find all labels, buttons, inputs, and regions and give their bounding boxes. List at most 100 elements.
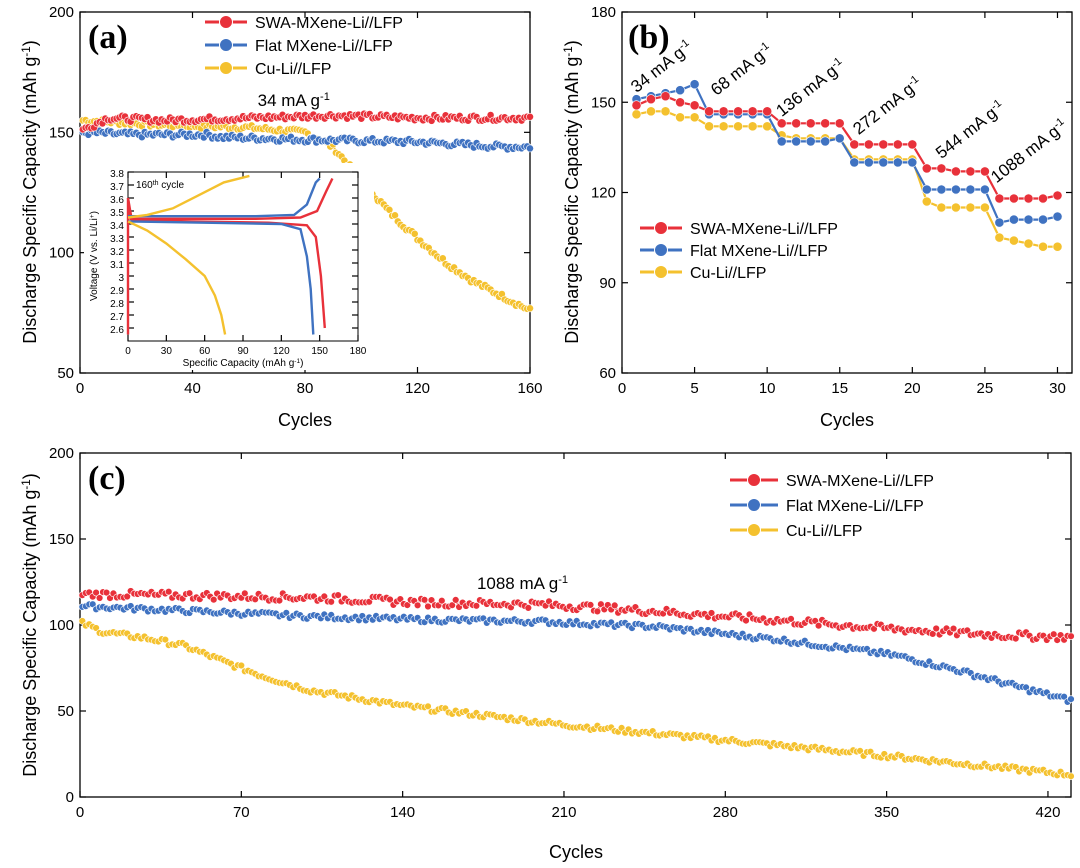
b-series-0-point xyxy=(965,166,976,177)
y-tick-label: 0 xyxy=(66,789,74,806)
a-series-1-point xyxy=(526,144,534,153)
legend-swatch-marker xyxy=(747,523,761,537)
x-tick-label: 0 xyxy=(618,380,626,397)
b-series-0-point xyxy=(1009,193,1019,204)
b-series-2-point xyxy=(646,106,656,117)
b-series-0-point xyxy=(1052,190,1063,201)
x-tick-label: 70 xyxy=(233,804,250,821)
panel-label: (a) xyxy=(88,19,128,56)
c-series-0-point xyxy=(472,602,481,610)
c-series-0-point xyxy=(403,601,411,609)
b-series-1-point xyxy=(820,136,831,147)
x-tick-label: 0 xyxy=(76,804,84,821)
c-series-2-point xyxy=(237,661,246,670)
x-tick-label: 20 xyxy=(904,380,921,397)
b-series-0-point xyxy=(704,106,714,117)
x-tick-label: 140 xyxy=(390,804,415,821)
b-series-2-point xyxy=(631,109,642,120)
b-series-1-point xyxy=(1052,211,1063,222)
y-tick-label: 3.8 xyxy=(110,169,124,180)
x-tick-label: 150 xyxy=(311,346,328,357)
c-series-0-point xyxy=(251,595,259,603)
rate-annotation: 1088 mA g-1 xyxy=(477,574,568,593)
b-series-0-point xyxy=(689,100,700,111)
c-series-0-point xyxy=(593,607,602,616)
b-series-1-point xyxy=(936,184,947,195)
b-series-2-point xyxy=(936,202,947,213)
x-tick-label: 0 xyxy=(76,380,84,397)
rate-annotation: 1088 mA g-1 xyxy=(987,116,1070,187)
c-series-0-point xyxy=(165,587,173,596)
legend-swatch-marker xyxy=(219,61,233,75)
legend-swatch-marker xyxy=(219,15,233,29)
x-tick-label: 60 xyxy=(199,346,211,357)
c-series-0-point xyxy=(586,601,595,609)
y-axis-title: Discharge Specific Capacity (mAh g-1) xyxy=(20,473,41,777)
b-series-0-point xyxy=(936,163,947,174)
b-series-2-point xyxy=(951,202,961,213)
legend-swatch-marker xyxy=(654,221,668,235)
inset-curve xyxy=(127,220,315,335)
b-series-0-point xyxy=(747,106,758,117)
c-series-0-point xyxy=(275,596,284,605)
y-tick-label: 180 xyxy=(591,4,616,21)
x-axis-title: Cycles xyxy=(278,410,332,430)
b-series-2-point xyxy=(704,121,714,132)
b-series-0-point xyxy=(951,166,961,177)
c-series-0-point xyxy=(438,596,446,605)
b-series-0-point xyxy=(907,139,918,150)
b-series-1-point xyxy=(878,157,889,168)
x-tick-label: 210 xyxy=(551,804,576,821)
inset-plot: 0 30 60 90 120 150 180 2.6 2.7 2.8 2.9 3 3.1 3.2 3.3 3.… xyxy=(84,163,374,370)
b-series-2-point xyxy=(1052,241,1063,252)
c-series-0-point xyxy=(787,615,795,623)
b-series-1-point xyxy=(980,184,990,195)
b-series-1-point xyxy=(791,136,802,147)
y-tick-label: 3.6 xyxy=(110,195,124,206)
c-series-0-point xyxy=(524,604,532,612)
panel-label: (c) xyxy=(88,460,126,497)
c-series-0-point xyxy=(1067,632,1075,640)
b-series-0-point xyxy=(878,139,889,150)
y-tick-label: 200 xyxy=(49,4,74,21)
b-series-0-point xyxy=(863,139,874,150)
x-tick-label: 420 xyxy=(1035,804,1060,821)
b-series-1-point xyxy=(951,184,961,195)
c-series-0-point xyxy=(420,596,429,604)
rate-annotation: 136 mA g-1 xyxy=(772,55,848,120)
b-series-2-point xyxy=(1023,238,1034,249)
legend-entry: Cu-Li//LFP xyxy=(255,61,331,78)
b-series-1-point xyxy=(965,184,976,195)
c-series-2-point xyxy=(1067,772,1075,780)
x-tick-label: 90 xyxy=(237,346,249,357)
b-series-1-point xyxy=(1009,214,1019,225)
y-tick-label: 3.4 xyxy=(110,221,124,232)
c-series-2-point xyxy=(92,624,100,632)
a-series-2-point xyxy=(526,304,534,313)
y-tick-label: 60 xyxy=(599,365,616,382)
legend-swatch-marker xyxy=(747,473,761,487)
y-tick-label: 50 xyxy=(57,703,74,720)
x-tick-label: 30 xyxy=(1049,380,1066,397)
b-series-0-point xyxy=(718,106,729,117)
b-series-1-point xyxy=(921,184,932,195)
b-series-1-point xyxy=(907,157,918,168)
b-series-2-point xyxy=(1009,235,1019,246)
b-series-0-point xyxy=(921,163,932,174)
x-tick-label: 280 xyxy=(713,804,738,821)
b-series-0-point xyxy=(1023,193,1034,204)
x-tick-label: 160 xyxy=(517,380,542,397)
x-tick-label: 80 xyxy=(297,380,314,397)
legend-entry: Cu-Li//LFP xyxy=(786,523,862,540)
b-series-0-point xyxy=(660,91,671,102)
b-series-0-point xyxy=(849,139,860,150)
y-tick-label: 100 xyxy=(49,245,74,262)
b-series-1-point xyxy=(675,85,685,96)
panel-label: (b) xyxy=(628,19,670,56)
b-series-2-point xyxy=(994,232,1005,243)
inset-curve xyxy=(127,220,227,335)
x-tick-label: 120 xyxy=(273,346,290,357)
y-tick-label: 200 xyxy=(49,445,74,462)
inset-y-axis-title: Voltage (V vs. Li/Li+) xyxy=(89,211,101,301)
